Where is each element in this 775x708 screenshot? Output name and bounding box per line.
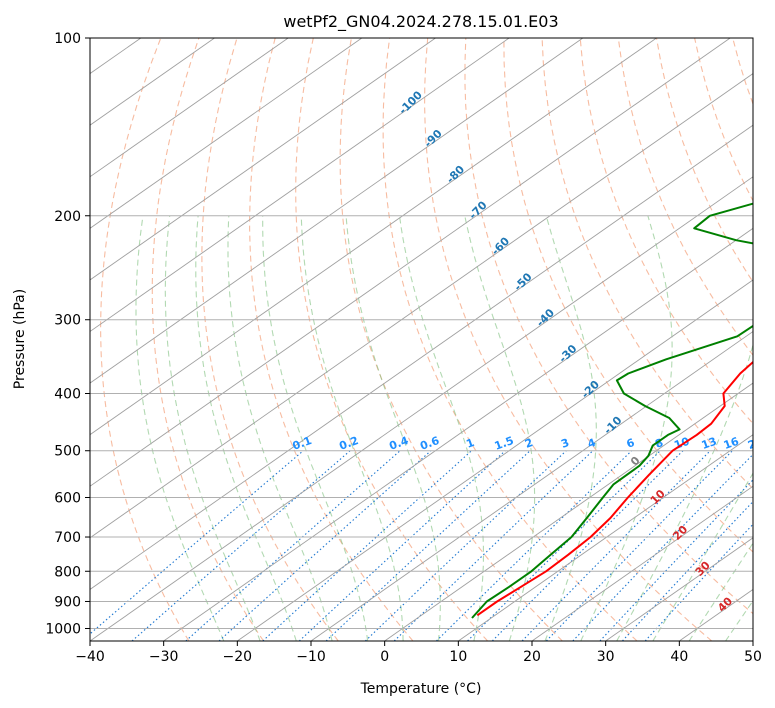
dry-adiabat bbox=[503, 38, 753, 553]
isotherm-line bbox=[90, 176, 753, 641]
x-tick-label: 20 bbox=[523, 649, 541, 665]
temperature-line bbox=[476, 360, 753, 617]
isotherm-line bbox=[163, 227, 753, 641]
mixing-ratio-line bbox=[545, 450, 733, 641]
mixing-ratio-label: 1 bbox=[464, 436, 476, 451]
isotherm-line bbox=[90, 73, 753, 539]
mixing-ratio-line bbox=[572, 453, 753, 641]
isotherm-line bbox=[90, 38, 289, 178]
x-tick-label: 40 bbox=[670, 649, 688, 665]
y-tick-label: 400 bbox=[54, 387, 81, 403]
moist-adiabat bbox=[195, 215, 297, 641]
mixing-ratio-label: 8 bbox=[653, 436, 665, 451]
x-tick-label: 30 bbox=[597, 649, 615, 665]
mixing-ratio-line bbox=[521, 450, 711, 641]
y-tick-label: 700 bbox=[54, 530, 81, 546]
chart-title: wetPf2_GN04.2024.278.15.01.E03 bbox=[283, 12, 558, 32]
x-tick-label: −30 bbox=[149, 649, 179, 665]
isotherm-line bbox=[237, 279, 753, 641]
y-tick-label: 100 bbox=[54, 31, 81, 47]
mixing-ratio-label: 13 bbox=[700, 435, 719, 452]
mixing-ratio-label: 20 bbox=[746, 435, 765, 453]
mixing-ratio-label: 0.1 bbox=[291, 434, 314, 453]
y-tick-label: 200 bbox=[54, 209, 81, 225]
dry-adiabat bbox=[151, 38, 264, 641]
isotherm-line bbox=[605, 537, 753, 641]
dry-adiabat bbox=[617, 38, 753, 357]
x-tick-label: −10 bbox=[296, 649, 326, 665]
moist-adiabat bbox=[652, 472, 753, 641]
moist-adiabat bbox=[398, 215, 485, 641]
mixing-ratio-line bbox=[364, 450, 567, 641]
mixing-ratio-line bbox=[185, 450, 401, 641]
mixing-ratio-label: 0.2 bbox=[338, 434, 361, 453]
moist-adiabat bbox=[262, 215, 369, 641]
isotherm-line bbox=[90, 38, 363, 229]
moist-adiabat bbox=[300, 215, 404, 641]
y-axis-title: Pressure (hPa) bbox=[12, 289, 28, 389]
x-tick-label: 0 bbox=[380, 649, 389, 665]
dry-adiabat bbox=[339, 38, 563, 641]
dry-adiabat bbox=[541, 38, 753, 490]
mixing-ratio-label: 4 bbox=[586, 436, 598, 451]
dry-adiabat bbox=[295, 38, 489, 641]
mixing-ratio-line bbox=[393, 450, 594, 641]
x-tick-label: 50 bbox=[744, 649, 762, 665]
mixing-ratio-label: 16 bbox=[722, 435, 741, 453]
mixing-ratio-line bbox=[491, 450, 684, 641]
moist-adiabat bbox=[616, 342, 753, 641]
moist-adiabat bbox=[135, 215, 225, 641]
dry-adiabat bbox=[579, 38, 753, 425]
isotherm-line bbox=[531, 485, 753, 641]
isotherm-line bbox=[90, 38, 510, 333]
dry-adiabat bbox=[201, 38, 339, 641]
x-tick-label: −20 bbox=[223, 649, 253, 665]
isotherm-line bbox=[90, 38, 731, 487]
x-tick-label: −40 bbox=[75, 649, 105, 665]
plot-frame bbox=[89, 37, 754, 642]
profile-lines bbox=[471, 202, 753, 619]
dewpoint-line bbox=[471, 202, 753, 619]
mixing-ratio-label: 2 bbox=[523, 436, 535, 451]
y-tick-label: 1000 bbox=[45, 621, 81, 637]
moist-adiabat bbox=[725, 599, 753, 641]
y-tick-label: 800 bbox=[54, 564, 81, 580]
mixing-ratio-line bbox=[599, 479, 753, 641]
dry-adiabat bbox=[382, 38, 638, 641]
isotherm-line bbox=[384, 382, 753, 641]
background-lines bbox=[90, 38, 753, 641]
moist-adiabat bbox=[227, 215, 333, 641]
dry-adiabat bbox=[464, 38, 753, 615]
axes: −40 −30 −20 −10 0 10 20 30 40 5010020030040050060… bbox=[45, 31, 762, 665]
mixing-ratio-label: 6 bbox=[625, 436, 637, 451]
isotherm-line bbox=[310, 330, 753, 641]
isotherm-line bbox=[90, 38, 657, 436]
mixing-ratio-label: 1.5 bbox=[493, 434, 516, 453]
y-tick-label: 600 bbox=[54, 490, 81, 506]
x-axis-title: Temperature (°C) bbox=[360, 681, 482, 697]
y-tick-label: 500 bbox=[54, 444, 81, 460]
isotherm-line bbox=[90, 38, 584, 384]
y-tick-label: 900 bbox=[54, 594, 81, 610]
mixing-ratio-label: 3 bbox=[559, 436, 571, 451]
mixing-ratio-label: 0.4 bbox=[388, 434, 411, 453]
mixing-ratio-label: 0.6 bbox=[418, 434, 441, 453]
isotherm-line bbox=[458, 434, 753, 641]
mixing-ratio-line bbox=[218, 450, 432, 641]
mixing-ratio-line bbox=[467, 450, 661, 641]
isotherm-line bbox=[90, 38, 436, 281]
dry-adiabat bbox=[100, 38, 190, 641]
mixing-ratio-line bbox=[436, 450, 633, 641]
x-tick-label: 10 bbox=[449, 649, 467, 665]
moist-adiabat bbox=[688, 542, 753, 641]
isotherm-line bbox=[90, 124, 753, 590]
moist-adiabat bbox=[464, 215, 536, 641]
moist-adiabat bbox=[580, 215, 673, 641]
y-tick-label: 300 bbox=[54, 313, 81, 329]
mixing-ratio-line bbox=[298, 450, 506, 641]
